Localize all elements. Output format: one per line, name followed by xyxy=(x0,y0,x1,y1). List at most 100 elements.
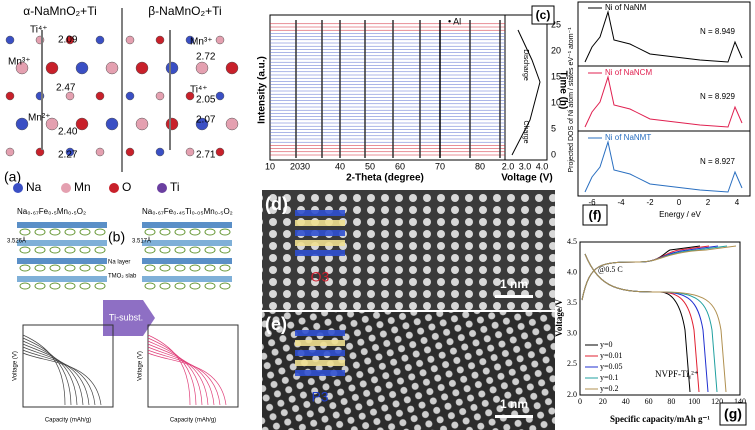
scale-bar xyxy=(495,415,533,418)
panel-title: β-NaMnO₂+Ti xyxy=(148,4,221,18)
na-site xyxy=(219,264,231,272)
slab xyxy=(142,240,232,246)
na-site xyxy=(94,264,106,272)
atom xyxy=(105,117,119,131)
curve xyxy=(22,340,78,406)
slab xyxy=(17,240,107,246)
na-site xyxy=(49,228,61,236)
na-site xyxy=(34,264,46,272)
x-tick-label: 60 xyxy=(645,397,653,406)
atom xyxy=(215,35,225,45)
y2-tick-label: 15 xyxy=(551,71,561,81)
dos-curve xyxy=(584,10,743,63)
n-label: N = 8.929 xyxy=(700,92,735,101)
legend-label: y=0 xyxy=(600,340,613,349)
na-site xyxy=(159,246,171,254)
stacking xyxy=(295,350,345,356)
atom-label: 2.05 xyxy=(196,95,216,106)
curve xyxy=(147,334,191,406)
na-site xyxy=(174,282,186,290)
atom xyxy=(45,117,59,131)
curve xyxy=(147,349,221,406)
spacing: 3.517Å xyxy=(132,238,151,245)
x-tick-label: -6 xyxy=(588,198,596,207)
gcd-frame xyxy=(579,241,741,396)
na-site xyxy=(19,246,31,254)
atom xyxy=(125,147,135,157)
x-tick-label: 20 xyxy=(599,397,607,406)
atom xyxy=(155,35,165,45)
stacking xyxy=(295,370,345,376)
atom-label: Mn³⁺ xyxy=(190,37,213,48)
atom xyxy=(155,91,165,101)
layer-label: Na layer xyxy=(108,260,130,266)
na-site xyxy=(144,228,156,236)
atom xyxy=(165,61,179,75)
axis-label: Voltage/V xyxy=(554,299,564,337)
x-tick-label: 80 xyxy=(667,397,675,406)
phase-label: O3 xyxy=(311,269,330,285)
curve xyxy=(147,352,227,406)
na-site xyxy=(144,264,156,272)
stacking xyxy=(295,210,345,216)
na-site xyxy=(19,282,31,290)
stacking xyxy=(295,340,345,346)
axis-label: 2-Theta (degree) xyxy=(346,173,424,184)
y-tick-label: 3.5 xyxy=(567,298,577,307)
na-site xyxy=(219,228,231,236)
x-tick-label: 2030 xyxy=(290,161,310,171)
label-box xyxy=(719,402,747,426)
x-tick-label: -4 xyxy=(617,198,625,207)
legend-label: y=0.1 xyxy=(600,373,619,382)
atom-label: 2.71 xyxy=(196,150,216,161)
atom xyxy=(65,147,75,157)
curve xyxy=(147,346,215,406)
na-site xyxy=(49,246,61,254)
legend-label: Ti xyxy=(170,180,180,194)
axis-label: Projected DOS of Ni atom / states eV⁻¹ a… xyxy=(568,27,575,173)
legend-marker xyxy=(109,183,119,193)
panel-label: (e) xyxy=(265,314,287,334)
atom xyxy=(65,35,75,45)
atom xyxy=(135,117,149,131)
x-tick-label: 40 xyxy=(622,397,630,406)
curve xyxy=(22,346,90,406)
curve xyxy=(147,340,203,406)
na-site xyxy=(49,282,61,290)
atom-label: Mn²⁺ xyxy=(28,113,51,124)
annotation: Discharge xyxy=(522,49,529,81)
y-tick-label: 4.5 xyxy=(567,237,577,246)
panel-label: (f) xyxy=(589,207,602,222)
charge-curve xyxy=(581,245,737,301)
legend-label: Na xyxy=(26,180,42,194)
na-site xyxy=(34,282,46,290)
na-site xyxy=(189,264,201,272)
phase-label: P3 xyxy=(311,389,328,405)
stacking xyxy=(295,230,345,236)
y2-tick-label: 25 xyxy=(551,19,561,29)
axis-label: Time (h) xyxy=(557,71,568,110)
voltage-frame xyxy=(504,14,548,161)
y2-tick-label: 20 xyxy=(551,45,561,55)
curve xyxy=(22,352,102,406)
slab xyxy=(142,258,232,264)
na-site xyxy=(79,282,91,290)
slab xyxy=(17,258,107,264)
plot-frame xyxy=(22,324,114,408)
panel-label: (d) xyxy=(265,194,288,214)
na-site xyxy=(19,228,31,236)
atom xyxy=(165,117,179,131)
na-site xyxy=(49,264,61,272)
annotation: @0.5 C xyxy=(598,265,623,274)
atom xyxy=(225,117,239,131)
atom-label: 2.72 xyxy=(196,52,216,63)
na-site xyxy=(94,282,106,290)
slab xyxy=(17,276,107,282)
y-tick-label: 2.0 xyxy=(567,390,577,399)
n-label: N = 8.927 xyxy=(700,157,735,166)
y-tick-label: 2.5 xyxy=(567,359,577,368)
atom xyxy=(135,61,149,75)
annotation: Charge xyxy=(522,121,529,144)
atom-label: 2.40 xyxy=(58,127,78,138)
na-site xyxy=(174,228,186,236)
